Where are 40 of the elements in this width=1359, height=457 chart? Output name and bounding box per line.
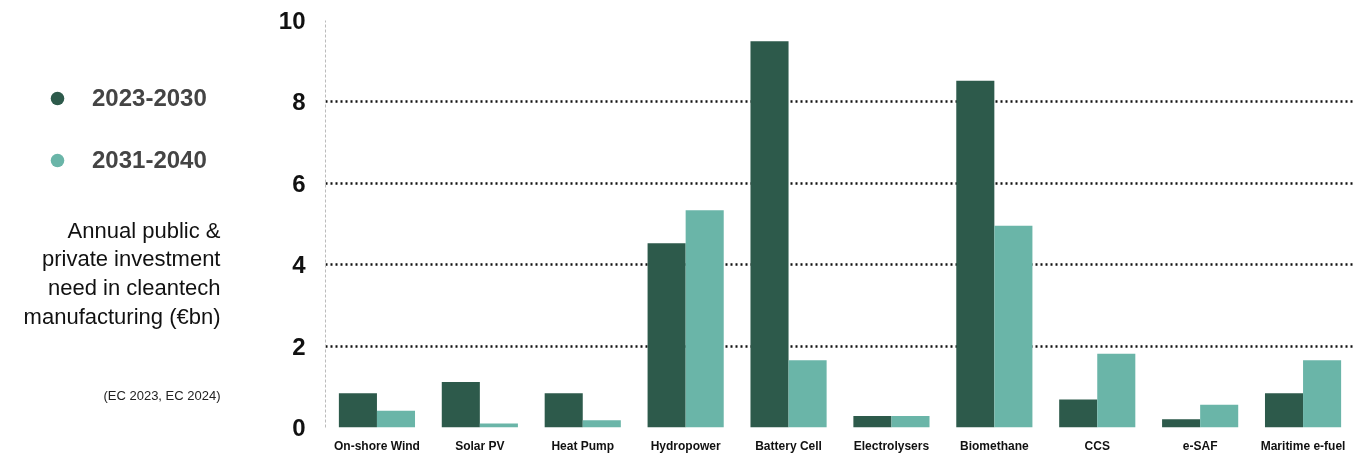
bar	[1200, 404, 1239, 428]
bar	[338, 393, 377, 428]
text: (EC 2023, EC 2024)	[103, 387, 221, 403]
bar	[1059, 399, 1098, 428]
bar	[441, 381, 480, 428]
x-tick-label: Biomethane	[960, 438, 1030, 453]
bar	[479, 423, 518, 428]
bar	[788, 360, 827, 428]
x-tick-label: Solar PV	[455, 438, 505, 453]
y-tick-label: 10	[278, 7, 306, 34]
bar	[685, 210, 724, 428]
legend-label: 2023-2030	[92, 84, 207, 112]
y-axis-title: Annual public & private investment need in cleantech manufacturing (€bn)	[23, 217, 221, 329]
x-tick-label: Hydropower	[650, 438, 721, 453]
x-tick-label: Maritime e-fuel	[1260, 438, 1346, 453]
bar	[1264, 393, 1304, 428]
y-tick-label: 6	[292, 169, 306, 197]
x-tick-label: Electrolysers	[853, 438, 930, 453]
x-tick-label: CCS	[1084, 438, 1110, 453]
x-tick-label: e-SAF	[1182, 438, 1218, 453]
bar	[994, 225, 1033, 428]
bar	[956, 80, 995, 428]
bar	[891, 416, 930, 428]
x-tick-label: Battery Cell	[755, 438, 822, 453]
y-tick-label: 2	[292, 332, 306, 360]
y-tick-label: 8	[292, 88, 306, 116]
x-tick-label: Heat Pump	[551, 438, 615, 453]
bar	[647, 243, 686, 428]
bar	[1097, 353, 1136, 428]
bar	[853, 416, 892, 428]
legend-label: 2031-2040	[92, 146, 207, 174]
y-tick-label: 0	[292, 414, 306, 441]
bar	[582, 420, 621, 428]
bar	[544, 393, 583, 428]
bar	[1303, 360, 1342, 428]
bar	[376, 410, 416, 428]
y-tick-label: 4	[292, 251, 307, 279]
x-tick-label: On-shore Wind	[334, 438, 420, 453]
bar	[750, 41, 789, 428]
bar	[1162, 419, 1201, 428]
